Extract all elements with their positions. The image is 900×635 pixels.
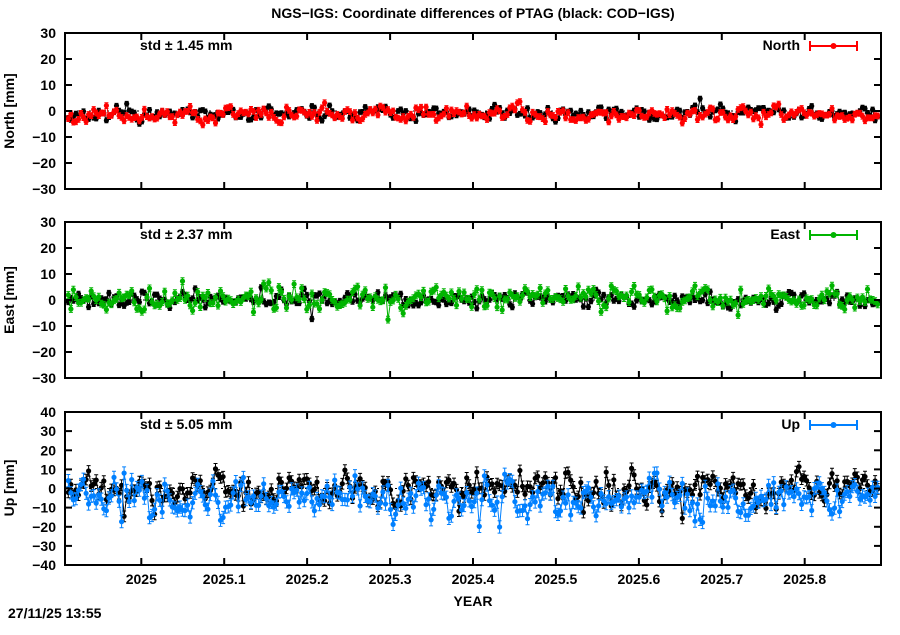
svg-text:10: 10 [40,266,56,282]
svg-text:2025.8: 2025.8 [783,571,826,587]
north-y-axis-label: North [mm] [1,73,17,148]
svg-text:−20: −20 [32,155,56,171]
up-y-axis-label: Up [mm] [1,460,17,517]
panel-up: −40 −30 −20 −10 0 10 20 30 40 2025 2025.1 2025.2 202… [1,404,882,587]
east-plot-area: −30 −20 −10 0 10 20 30 [32,214,882,386]
svg-text:−30: −30 [32,370,56,386]
svg-text:0: 0 [48,292,56,308]
svg-text:2025.4: 2025.4 [452,571,495,587]
svg-text:2025.3: 2025.3 [369,571,412,587]
svg-text:40: 40 [40,404,56,420]
north-plot-area: −30 −20 −10 0 10 20 30 [32,25,882,197]
svg-text:2025.5: 2025.5 [534,571,577,587]
panel-north: −30 −20 −10 0 10 20 30 North [mm] std ± 1.45 m… [1,25,882,197]
svg-text:−30: −30 [32,181,56,197]
timestamp: 27/11/25 13:55 [8,605,102,621]
svg-text:20: 20 [40,51,56,67]
svg-text:10: 10 [40,77,56,93]
east-y-axis-label: East [mm] [1,266,17,334]
panel-east: −30 −20 −10 0 10 20 30 East [mm] std ± 2.37 mm… [1,214,882,386]
svg-text:30: 30 [40,214,56,230]
up-std-label: std ± 5.05 mm [140,416,233,432]
svg-text:−10: −10 [32,500,56,516]
up-plot-area: −40 −30 −20 −10 0 10 20 30 40 2025 2025.1 2025.2 202… [32,404,882,587]
svg-text:−20: −20 [32,519,56,535]
up-legend-label: Up [781,416,800,432]
svg-text:10: 10 [40,461,56,477]
svg-text:−40: −40 [32,557,56,573]
svg-text:2025.2: 2025.2 [286,571,329,587]
svg-text:−30: −30 [32,538,56,554]
east-legend-label: East [770,226,800,242]
svg-text:−20: −20 [32,344,56,360]
north-legend-label: North [763,37,800,53]
svg-text:−10: −10 [32,129,56,145]
chart-title: NGS−IGS: Coordinate differences of PTAG … [271,5,674,21]
east-std-label: std ± 2.37 mm [140,226,233,242]
svg-text:30: 30 [40,25,56,41]
svg-text:2025.7: 2025.7 [700,571,743,587]
svg-text:30: 30 [40,423,56,439]
x-axis-label: YEAR [454,593,493,609]
svg-text:2025: 2025 [126,571,157,587]
svg-text:0: 0 [48,481,56,497]
svg-text:20: 20 [40,240,56,256]
svg-text:2025.1: 2025.1 [203,571,246,587]
svg-text:−10: −10 [32,318,56,334]
svg-text:0: 0 [48,103,56,119]
north-std-label: std ± 1.45 mm [140,37,233,53]
svg-text:2025.6: 2025.6 [617,571,660,587]
svg-text:20: 20 [40,442,56,458]
